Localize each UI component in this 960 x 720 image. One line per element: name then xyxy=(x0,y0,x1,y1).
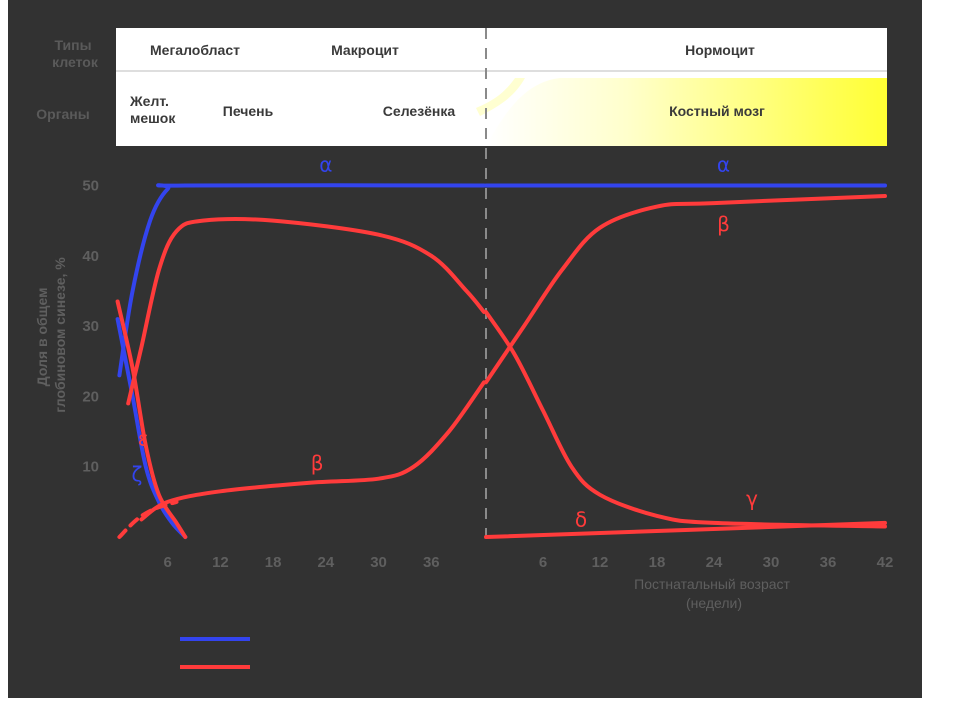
x-tick-label-postnatal: 42 xyxy=(877,554,894,571)
organ-bone-marrow: Костный мозг xyxy=(669,103,765,119)
organ-liver: Печень xyxy=(223,103,274,119)
series-label-3-postnatal: γ xyxy=(746,486,758,510)
series-α-0-prenatal-line xyxy=(117,183,486,378)
cell-type-macrocyte: Макроцит xyxy=(331,42,399,58)
bone-marrow-gradient xyxy=(486,78,887,146)
x-tick-label-prenatal: 24 xyxy=(318,554,335,571)
series-β-4-postnatal-line xyxy=(484,194,887,385)
y-tick-label: 40 xyxy=(82,248,99,265)
x-axis-label: Постнатальный возраст (недели) xyxy=(634,576,794,611)
x-tick-label-prenatal: 6 xyxy=(164,554,172,571)
y-tick-label: 50 xyxy=(82,178,99,195)
series-label-0-postnatal: α xyxy=(717,152,730,176)
series-ε-2-prenatal-line xyxy=(115,299,188,539)
cell-types-label: Типы клеток xyxy=(52,37,99,70)
organ-yolk-sac: Желт. мешок xyxy=(129,93,176,126)
series-label-2-prenatal: ε xyxy=(138,427,149,451)
series-ζ-1-prenatal-line xyxy=(115,317,188,539)
x-tick-label-prenatal: 30 xyxy=(370,554,387,571)
series-δ-5-postnatal-line xyxy=(484,520,887,539)
x-tick-label-prenatal: 18 xyxy=(265,554,282,571)
series-γ-3-prenatal-line xyxy=(126,217,486,406)
series-β-4-prenatal-line xyxy=(139,380,486,522)
cell-type-megaloblast: Мегалобласт xyxy=(150,42,240,58)
cell-type-normocyte: Нормоцит xyxy=(685,42,755,58)
spleen-transition xyxy=(476,78,525,116)
x-tick-label-prenatal: 36 xyxy=(423,554,440,571)
series-label-4-postnatal: β xyxy=(717,212,730,236)
series-dashed-6-prenatal-line xyxy=(117,499,179,539)
series-label-5-postnatal: δ xyxy=(575,507,587,531)
series-label-0-prenatal: α xyxy=(319,152,332,176)
series-γ-3-postnatal-line xyxy=(484,310,887,529)
x-tick-label-prenatal: 12 xyxy=(212,554,229,571)
series-label-1-prenatal: ζ xyxy=(132,462,143,486)
y-tick-label: 20 xyxy=(82,388,99,405)
y-tick-label: 10 xyxy=(82,459,99,476)
organ-spleen: Селезёнка xyxy=(383,103,456,119)
x-tick-label-postnatal: 30 xyxy=(763,554,780,571)
y-tick-label: 30 xyxy=(82,318,99,335)
x-tick-label-postnatal: 18 xyxy=(649,554,666,571)
curve-labels: α α ζε γ β β δ xyxy=(132,152,759,531)
x-tick-label-postnatal: 36 xyxy=(820,554,837,571)
organs-label: Органы xyxy=(36,106,89,122)
curves xyxy=(115,183,887,539)
axis-ticks: 10 20 30 40 50 6 12 18 24 30 36 6 12 18 24 30 36 42 xyxy=(82,178,893,572)
x-tick-label-postnatal: 24 xyxy=(706,554,723,571)
x-tick-label-postnatal: 6 xyxy=(539,554,547,571)
series-label-4-prenatal: β xyxy=(311,451,324,475)
x-tick-label-postnatal: 12 xyxy=(592,554,609,571)
y-axis-label: Доля в общем глобиновом синезе, % xyxy=(34,257,68,413)
